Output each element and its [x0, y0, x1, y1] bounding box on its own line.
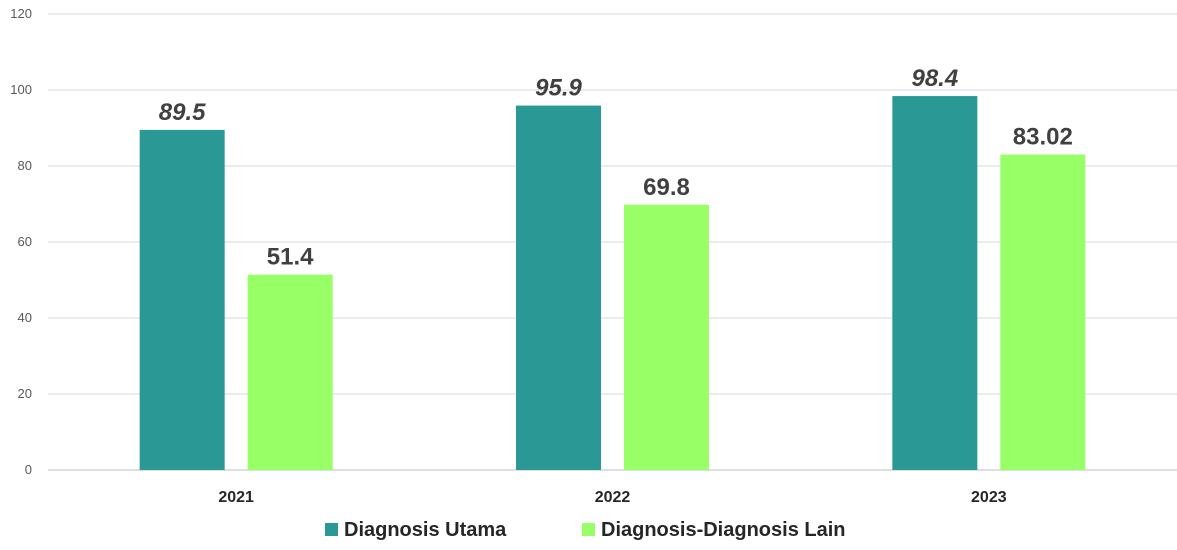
- bar: [892, 96, 978, 470]
- bar: [1000, 154, 1086, 471]
- y-tick-label: 100: [10, 82, 32, 97]
- data-label: 95.9: [535, 75, 582, 102]
- y-tick-label: 80: [18, 158, 32, 173]
- y-tick-label: 120: [10, 6, 32, 21]
- legend-item: Diagnosis Utama: [325, 519, 507, 541]
- data-label: 69.8: [643, 174, 690, 201]
- y-tick-label: 20: [18, 386, 32, 401]
- bar: [624, 204, 709, 470]
- legend-item: Diagnosis-Diagnosis Lain: [582, 519, 845, 541]
- data-label: 98.4: [911, 65, 958, 92]
- bar: [139, 129, 225, 470]
- legend-label: Diagnosis-Diagnosis Lain: [601, 519, 845, 541]
- legend-swatch: [325, 523, 338, 536]
- x-tick-label: 2021: [218, 489, 254, 506]
- data-label: 83.02: [1013, 124, 1073, 151]
- y-tick-label: 0: [25, 462, 32, 477]
- data-label: 51.4: [267, 244, 314, 271]
- y-tick-label: 40: [18, 310, 32, 325]
- y-tick-label: 60: [18, 234, 32, 249]
- bar: [516, 105, 601, 470]
- data-label: 89.5: [159, 99, 206, 126]
- x-tick-label: 2023: [971, 489, 1007, 506]
- bar: [247, 274, 333, 470]
- legend-label: Diagnosis Utama: [344, 519, 507, 541]
- x-tick-label: 2022: [595, 489, 631, 506]
- legend-swatch: [582, 523, 595, 536]
